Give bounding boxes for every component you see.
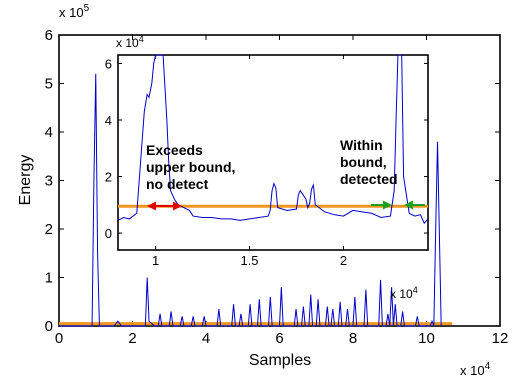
main-ytick-label: 1 bbox=[45, 270, 53, 287]
inset-ytick-label: 2 bbox=[105, 170, 112, 185]
exceeds-arrow-head-right bbox=[173, 201, 182, 211]
inset-signal-line bbox=[117, 54, 429, 225]
main-signal-line bbox=[59, 73, 442, 327]
main-ytick-label: 4 bbox=[45, 124, 53, 141]
inset-xtick-label: 2 bbox=[340, 253, 347, 268]
inset-xtick-label: 1.5 bbox=[240, 253, 258, 268]
inset-axes-frame bbox=[117, 54, 429, 251]
main-ytick-label: 6 bbox=[45, 27, 53, 44]
main-xtick-label: 6 bbox=[275, 330, 283, 347]
exceeds-arrow-head-left bbox=[147, 201, 156, 211]
main-ytick-label: 2 bbox=[45, 221, 53, 238]
y-axis-label: Energy bbox=[17, 155, 34, 206]
exceeds-range-arrow bbox=[147, 201, 182, 211]
main-xtick-label: 4 bbox=[202, 330, 210, 347]
annotation-exceeds-line1: Exceeds bbox=[146, 142, 203, 158]
main-xtick-label: 2 bbox=[128, 330, 136, 347]
main-xtick-label: 0 bbox=[55, 330, 63, 347]
annotation-within-line1: Within bbox=[340, 137, 383, 153]
within-range-arrows bbox=[371, 200, 425, 210]
within-arrow-left-head bbox=[383, 200, 392, 210]
inset-ytick-label: 6 bbox=[105, 56, 112, 71]
main-x-multiplier: x 104 bbox=[460, 361, 491, 378]
annotation-within-line3: detected bbox=[340, 171, 398, 187]
main-ytick-label: 0 bbox=[45, 318, 53, 335]
annotation-exceeds-line3: no detect bbox=[146, 176, 209, 192]
inset-ticks: 1 1.5 2 0 2 4 6 bbox=[105, 55, 428, 268]
within-arrow-right-head bbox=[404, 200, 413, 210]
main-xtick-label: 8 bbox=[349, 330, 357, 347]
main-xtick-label: 12 bbox=[492, 330, 509, 347]
inset-x-multiplier: x 104 bbox=[390, 285, 418, 301]
x-axis-label: Samples bbox=[249, 352, 311, 369]
main-xtick-label: 10 bbox=[418, 330, 435, 347]
main-ytick-label: 3 bbox=[45, 173, 53, 190]
annotation-exceeds-line2: upper bound, bbox=[146, 159, 235, 175]
main-y-multiplier: x 105 bbox=[59, 3, 90, 20]
main-ytick-label: 5 bbox=[45, 76, 53, 93]
inset-ytick-label: 0 bbox=[105, 226, 112, 241]
annotation-within-line2: bound, bbox=[340, 154, 387, 170]
inset-plot: 1 1.5 2 0 2 4 6 x 104 x 104 Exceeds upper boun… bbox=[105, 34, 429, 301]
inset-xtick-label: 1 bbox=[152, 253, 159, 268]
inset-ytick-label: 4 bbox=[105, 113, 112, 128]
inset-y-multiplier: x 104 bbox=[116, 34, 144, 50]
